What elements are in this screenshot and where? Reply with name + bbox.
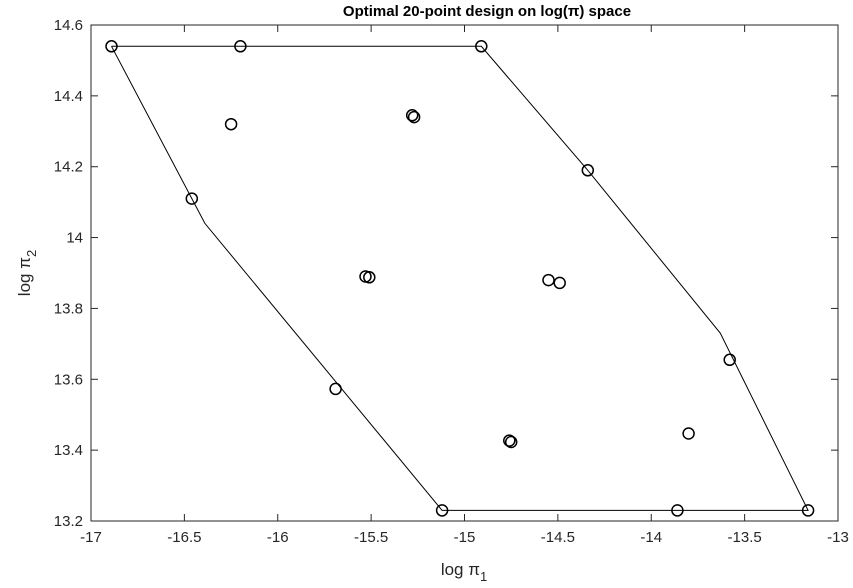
x-tick-label: -15 [454,529,476,546]
data-point [224,117,238,131]
data-point [105,40,118,53]
x-axis-label-sub: 1 [480,569,487,584]
x-tick-label: -16 [267,529,289,546]
design-boundary-line [111,45,809,511]
y-tick-label: 13.8 [54,300,83,317]
y-tick-label: 14.4 [54,88,83,105]
data-point [671,504,684,517]
x-axis-label-text: log π [441,560,480,579]
data-point [542,273,555,287]
y-tick-label: 13.4 [54,442,83,459]
axis-ticks: -17 -16.5 -16 -15.5 -15 -14.5 -14 -13.5 -13 13.2 1… [54,17,849,546]
y-axis-label-sub: 2 [24,250,39,257]
chart-title: Optimal 20-point design on log(π) space [343,3,631,20]
data-marks [105,40,815,517]
y-tick-label: 14.6 [54,17,83,34]
axes-box [90,24,839,522]
data-point [405,109,419,122]
data-point [329,382,342,396]
data-point [234,40,247,53]
plot-area [111,45,809,511]
data-point [682,427,695,440]
data-point [504,435,518,449]
data-point [553,276,566,290]
data-point [581,164,595,177]
data-point [435,504,449,517]
y-tick-label: 13.6 [54,371,83,388]
x-tick-label: -17 [80,529,102,546]
x-axis-label: log π1 [441,560,487,584]
data-point [363,271,376,284]
x-tick-label: -14.5 [541,529,575,546]
data-point [723,353,736,367]
y-tick-label: 14 [66,230,83,247]
data-point [503,434,516,447]
x-tick-label: -16.5 [167,529,201,546]
y-tick-label: 13.2 [54,513,83,530]
y-tick-label: 14.2 [54,159,83,176]
data-point [407,110,421,124]
x-tick-label: -15.5 [354,529,388,546]
x-tick-label: -13 [827,529,849,546]
y-axis-label: log π2 [15,250,39,296]
x-tick-label: -14 [640,529,662,546]
y-axis-label-text: log π [15,257,34,296]
data-point [185,192,199,205]
data-point [801,504,815,517]
x-tick-label: -13.5 [728,529,762,546]
data-point [475,40,488,53]
